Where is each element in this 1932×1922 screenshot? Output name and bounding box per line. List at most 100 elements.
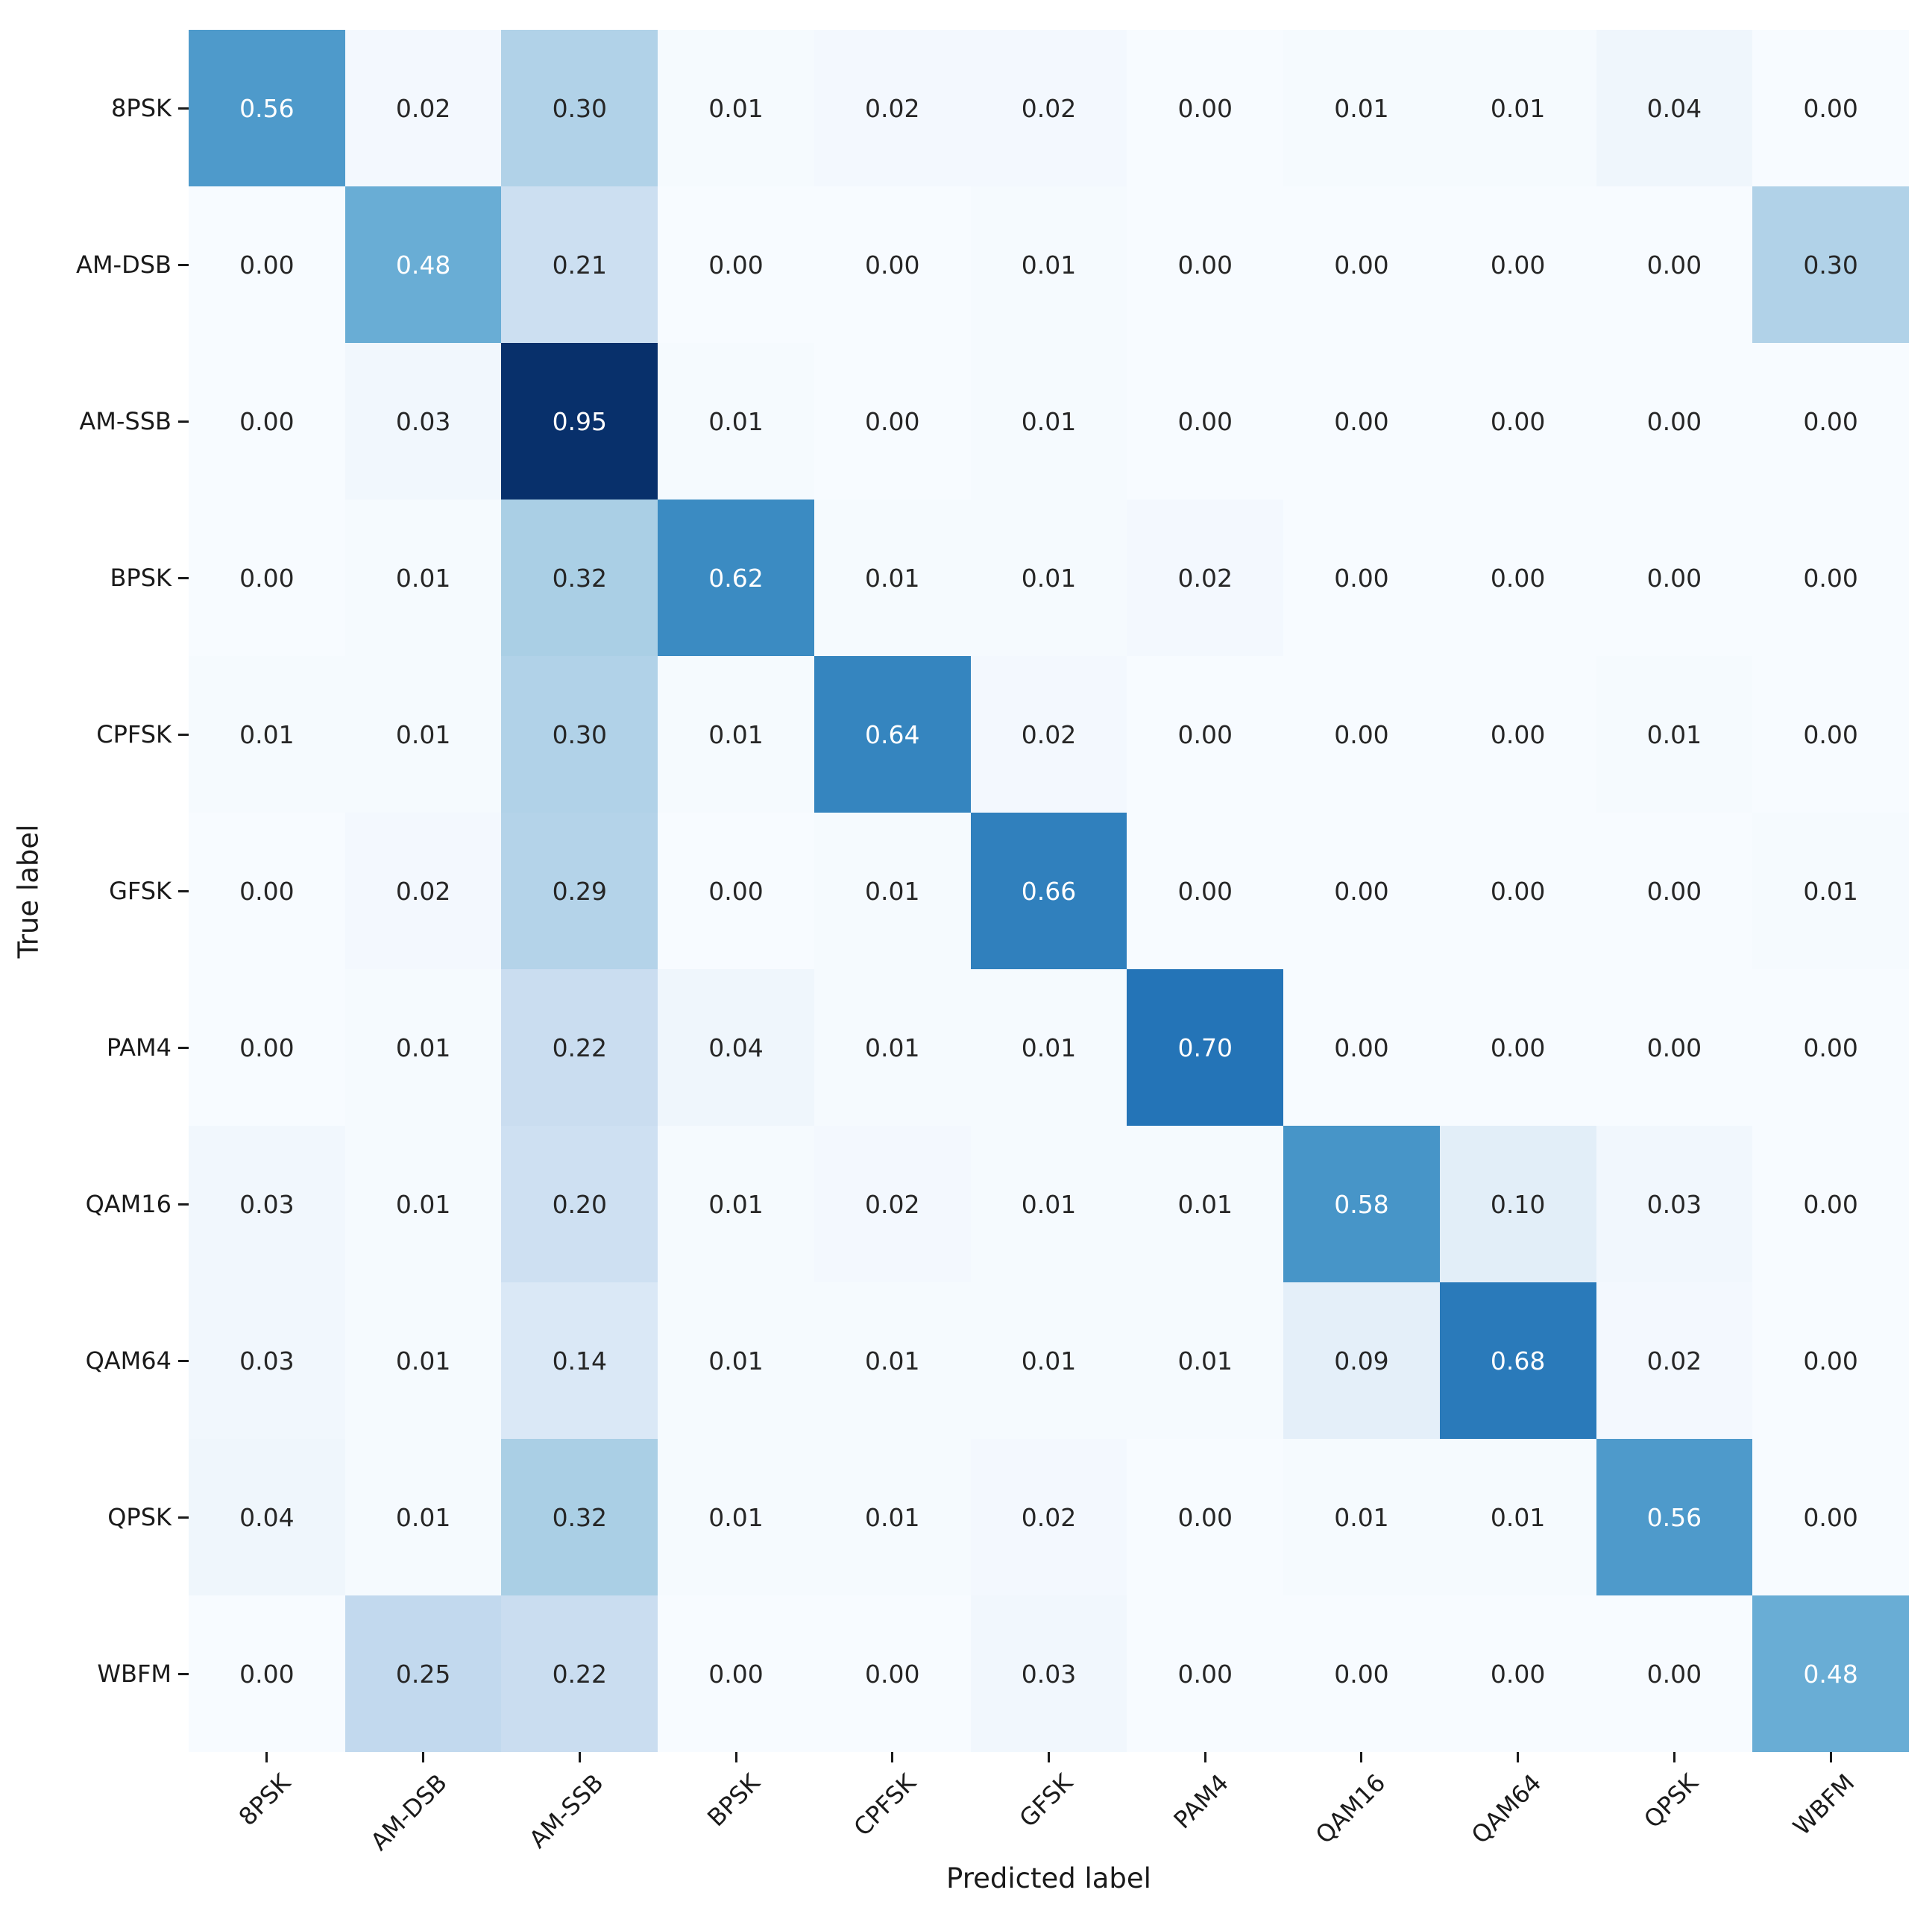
heatmap-cell: 0.00 <box>1439 500 1596 656</box>
heatmap-cell-value: 0.25 <box>395 1659 451 1689</box>
heatmap-cell-value: 0.01 <box>1021 563 1077 593</box>
heatmap-cell-value: 0.00 <box>1646 406 1702 436</box>
heatmap-cell: 0.00 <box>1596 813 1753 969</box>
heatmap-cell: 0.00 <box>1752 1282 1909 1439</box>
heatmap-cell-value: 0.00 <box>1490 1659 1546 1689</box>
heatmap-cell: 0.00 <box>1127 1439 1284 1595</box>
heatmap-cell-value: 0.56 <box>239 93 295 123</box>
heatmap-cell-value: 0.00 <box>1490 719 1546 749</box>
x-tick-label: AM-DSB <box>365 1768 453 1856</box>
heatmap-cell-value: 0.01 <box>708 1189 764 1219</box>
heatmap-cell: 0.01 <box>814 813 971 969</box>
heatmap-cell-value: 0.00 <box>1177 250 1233 280</box>
x-tick-label: CPFSK <box>848 1768 922 1842</box>
heatmap-cell: 0.01 <box>1283 1439 1440 1595</box>
heatmap-cell-value: 0.30 <box>1803 250 1858 280</box>
heatmap-cell-value: 0.22 <box>552 1659 608 1689</box>
y-tick-mark <box>178 1046 189 1049</box>
heatmap-cell-value: 0.00 <box>865 406 920 436</box>
heatmap-cell: 0.00 <box>189 343 345 500</box>
heatmap-cell-value: 0.22 <box>552 1033 608 1062</box>
heatmap-cell-value: 0.02 <box>1646 1346 1702 1376</box>
heatmap-cell: 0.00 <box>1283 813 1440 969</box>
heatmap-cell: 0.01 <box>189 656 345 813</box>
heatmap-cell-value: 0.03 <box>1646 1189 1702 1219</box>
heatmap-cell-value: 0.02 <box>1021 93 1077 123</box>
heatmap-cell: 0.00 <box>189 1595 345 1752</box>
heatmap-cell: 0.01 <box>970 343 1127 500</box>
heatmap-cell-value: 0.01 <box>708 1346 764 1376</box>
heatmap-cell: 0.03 <box>1596 1126 1753 1282</box>
heatmap-cell: 0.01 <box>658 656 814 813</box>
heatmap-cell-value: 0.03 <box>239 1189 295 1219</box>
heatmap-cell: 0.00 <box>1439 656 1596 813</box>
heatmap-cell: 0.01 <box>1127 1282 1284 1439</box>
heatmap-cell: 0.00 <box>1752 969 1909 1126</box>
heatmap-cell: 0.56 <box>1596 1439 1753 1595</box>
heatmap-cell-value: 0.00 <box>865 1659 920 1689</box>
heatmap-cell-value: 0.00 <box>1803 406 1858 436</box>
heatmap-cell: 0.00 <box>189 969 345 1126</box>
heatmap-cell: 0.68 <box>1439 1282 1596 1439</box>
heatmap-cell: 0.01 <box>970 969 1127 1126</box>
heatmap-cell: 0.02 <box>344 30 502 186</box>
heatmap-cell-value: 0.01 <box>1177 1346 1233 1376</box>
heatmap-cell-value: 0.04 <box>1646 93 1702 123</box>
heatmap-cell-value: 0.00 <box>1177 1502 1233 1532</box>
heatmap-cell-value: 0.32 <box>552 563 608 593</box>
heatmap-cell: 0.58 <box>1283 1126 1440 1282</box>
heatmap-cell: 0.30 <box>501 30 658 186</box>
y-tick-mark <box>178 263 189 266</box>
x-tick-mark <box>578 1752 581 1762</box>
heatmap-cell-value: 0.30 <box>552 93 608 123</box>
heatmap-cell: 0.66 <box>970 813 1127 969</box>
y-tick-mark <box>178 1203 189 1206</box>
x-tick-mark <box>265 1752 268 1762</box>
heatmap-cell: 0.00 <box>658 1595 814 1752</box>
y-tick-mark <box>178 1672 189 1675</box>
heatmap-cell: 0.22 <box>501 1595 658 1752</box>
heatmap-cell: 0.00 <box>1439 969 1596 1126</box>
x-tick-label: BPSK <box>701 1768 765 1833</box>
heatmap-cell: 0.00 <box>189 500 345 656</box>
y-tick-label: PAM4 <box>106 1033 172 1062</box>
heatmap-cell-value: 0.01 <box>865 563 920 593</box>
heatmap-cell-value: 0.00 <box>1177 406 1233 436</box>
heatmap-cell-value: 0.00 <box>1334 719 1389 749</box>
heatmap-cell-value: 0.00 <box>1490 876 1546 906</box>
y-tick-mark <box>178 889 189 892</box>
heatmap-cell-value: 0.00 <box>1803 1033 1858 1062</box>
heatmap-cell: 0.00 <box>1596 343 1753 500</box>
x-tick-label: GFSK <box>1013 1768 1078 1833</box>
heatmap-cell-value: 0.70 <box>1177 1033 1233 1062</box>
heatmap-cell: 0.09 <box>1283 1282 1440 1439</box>
heatmap-cell: 0.00 <box>814 186 971 343</box>
heatmap-cell: 0.02 <box>1596 1282 1753 1439</box>
heatmap-cell-value: 0.01 <box>395 719 451 749</box>
heatmap-cell-value: 0.20 <box>552 1189 608 1219</box>
heatmap-cell: 0.01 <box>344 969 502 1126</box>
heatmap-cell-value: 0.01 <box>1646 719 1702 749</box>
heatmap-cell: 0.00 <box>1127 1595 1284 1752</box>
heatmap-cell-value: 0.00 <box>1803 93 1858 123</box>
heatmap-cell: 0.95 <box>501 343 658 500</box>
heatmap-cell-value: 0.00 <box>239 1033 295 1062</box>
heatmap-cell: 0.00 <box>1127 30 1284 186</box>
heatmap-cell-value: 0.04 <box>239 1502 295 1532</box>
x-tick-label: QAM64 <box>1466 1768 1547 1850</box>
heatmap-cell-value: 0.01 <box>1021 250 1077 280</box>
heatmap-cell: 0.30 <box>501 656 658 813</box>
heatmap-cell-value: 0.00 <box>239 876 295 906</box>
heatmap-cell: 0.56 <box>189 30 345 186</box>
heatmap-cell-value: 0.01 <box>395 1502 451 1532</box>
heatmap-cell-value: 0.01 <box>1021 406 1077 436</box>
heatmap-cell: 0.20 <box>501 1126 658 1282</box>
heatmap-cell: 0.02 <box>814 1126 971 1282</box>
y-tick-mark <box>178 1359 189 1362</box>
heatmap-cell-value: 0.58 <box>1334 1189 1389 1219</box>
heatmap-cell-value: 0.21 <box>552 250 608 280</box>
heatmap-cell-value: 0.02 <box>1177 563 1233 593</box>
heatmap-grid: 0.56 0.02 0.30 0.01 0.02 0.02 0.00 0.01 0.01 0.04… <box>189 30 1909 1752</box>
heatmap-cell-value: 0.00 <box>865 250 920 280</box>
